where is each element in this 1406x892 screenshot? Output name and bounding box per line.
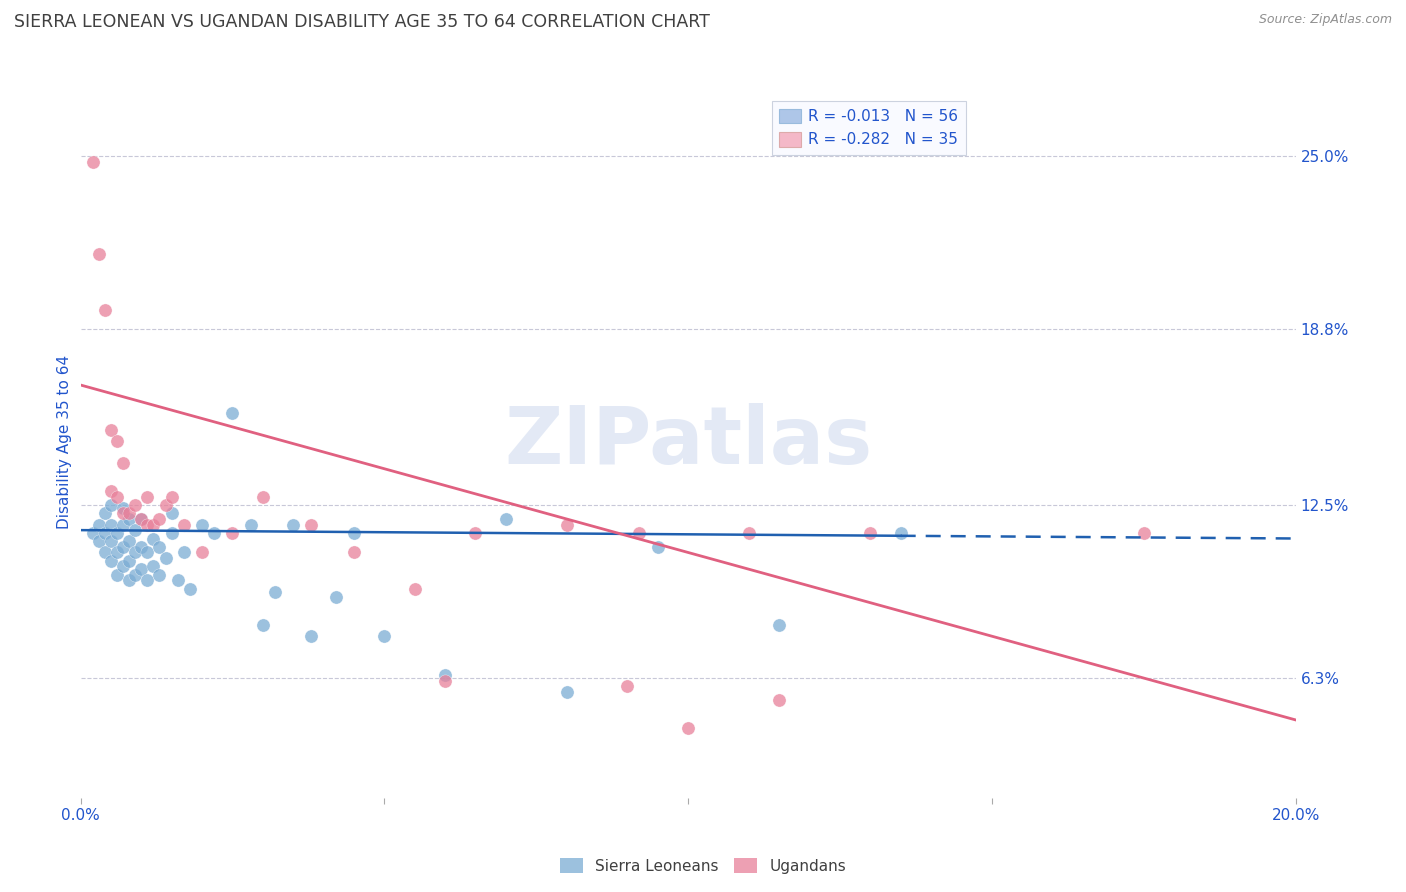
Point: [136, 545, 159, 559]
Point: [859, 525, 882, 540]
Point: [87, 534, 110, 549]
Point: [252, 490, 274, 504]
Point: [112, 517, 135, 532]
Point: [136, 490, 159, 504]
Point: [239, 517, 262, 532]
Point: [173, 545, 195, 559]
Point: [495, 512, 517, 526]
Point: [124, 498, 146, 512]
Point: [112, 507, 135, 521]
Point: [129, 540, 152, 554]
Point: [94, 507, 117, 521]
Point: [100, 517, 122, 532]
Point: [160, 507, 183, 521]
Point: [434, 668, 457, 682]
Point: [142, 517, 165, 532]
Point: [100, 423, 122, 437]
Point: [299, 629, 322, 643]
Point: [616, 680, 638, 694]
Point: [191, 517, 214, 532]
Point: [325, 590, 347, 604]
Text: Source: ZipAtlas.com: Source: ZipAtlas.com: [1258, 13, 1392, 27]
Point: [118, 512, 141, 526]
Point: [464, 525, 486, 540]
Point: [264, 584, 287, 599]
Point: [628, 525, 651, 540]
Point: [148, 512, 170, 526]
Point: [105, 490, 128, 504]
Point: [555, 685, 578, 699]
Point: [112, 559, 135, 574]
Point: [768, 693, 790, 707]
Point: [82, 525, 104, 540]
Point: [100, 554, 122, 568]
Text: ZIPatlas: ZIPatlas: [503, 403, 872, 481]
Point: [118, 507, 141, 521]
Point: [191, 545, 214, 559]
Point: [87, 247, 110, 261]
Point: [738, 525, 761, 540]
Point: [112, 540, 135, 554]
Point: [166, 574, 188, 588]
Point: [768, 618, 790, 632]
Point: [555, 517, 578, 532]
Point: [890, 525, 912, 540]
Point: [148, 540, 170, 554]
Legend: R = -0.013   N = 56, R = -0.282   N = 35: R = -0.013 N = 56, R = -0.282 N = 35: [772, 101, 966, 155]
Point: [173, 517, 195, 532]
Point: [221, 525, 243, 540]
Point: [94, 525, 117, 540]
Point: [118, 534, 141, 549]
Point: [179, 582, 201, 596]
Point: [221, 406, 243, 420]
Point: [647, 540, 669, 554]
Point: [160, 490, 183, 504]
Legend: Sierra Leoneans, Ugandans: Sierra Leoneans, Ugandans: [554, 852, 852, 880]
Point: [434, 673, 457, 688]
Point: [136, 574, 159, 588]
Point: [148, 567, 170, 582]
Point: [100, 534, 122, 549]
Point: [100, 498, 122, 512]
Point: [105, 525, 128, 540]
Point: [118, 574, 141, 588]
Point: [281, 517, 304, 532]
Point: [343, 545, 366, 559]
Point: [136, 517, 159, 532]
Point: [112, 500, 135, 515]
Point: [1132, 525, 1154, 540]
Point: [142, 532, 165, 546]
Point: [118, 554, 141, 568]
Point: [299, 517, 322, 532]
Point: [129, 512, 152, 526]
Point: [202, 525, 225, 540]
Point: [124, 545, 146, 559]
Point: [105, 545, 128, 559]
Point: [105, 567, 128, 582]
Point: [676, 721, 699, 735]
Point: [252, 618, 274, 632]
Point: [160, 525, 183, 540]
Point: [124, 567, 146, 582]
Point: [343, 525, 366, 540]
Point: [373, 629, 395, 643]
Point: [94, 302, 117, 317]
Point: [404, 582, 426, 596]
Point: [155, 498, 177, 512]
Point: [100, 484, 122, 499]
Point: [124, 523, 146, 537]
Text: SIERRA LEONEAN VS UGANDAN DISABILITY AGE 35 TO 64 CORRELATION CHART: SIERRA LEONEAN VS UGANDAN DISABILITY AGE…: [14, 13, 710, 31]
Point: [129, 512, 152, 526]
Point: [105, 434, 128, 448]
Point: [82, 154, 104, 169]
Point: [94, 545, 117, 559]
Point: [142, 559, 165, 574]
Point: [87, 517, 110, 532]
Point: [155, 551, 177, 566]
Point: [129, 562, 152, 576]
Point: [112, 456, 135, 470]
Y-axis label: Disability Age 35 to 64: Disability Age 35 to 64: [58, 355, 72, 529]
